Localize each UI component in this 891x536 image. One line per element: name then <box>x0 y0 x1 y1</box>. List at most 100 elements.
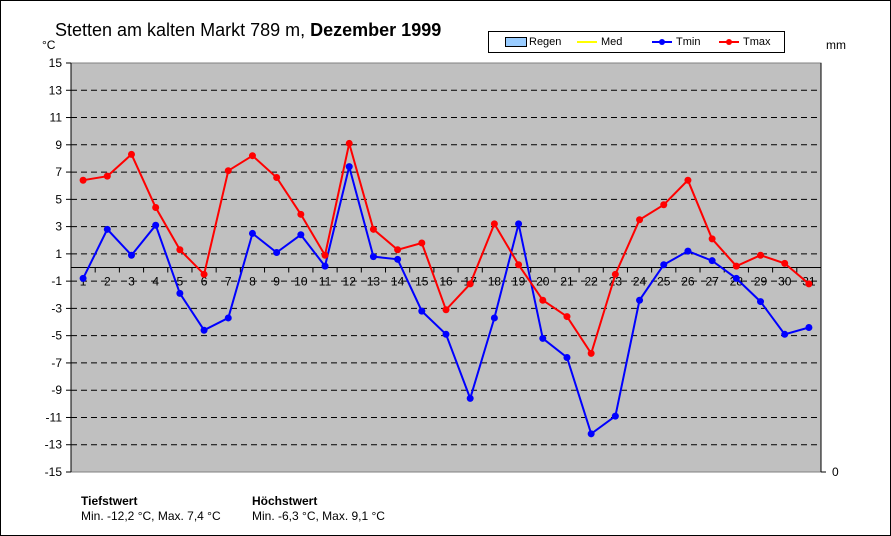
y-tick-label: -13 <box>45 438 63 452</box>
legend-label-tmax: Tmax <box>743 36 771 48</box>
point-tmin <box>539 334 547 342</box>
y2-tick-label: 0 <box>832 465 839 479</box>
point-tmax <box>515 261 523 269</box>
x-tick-label: 29 <box>754 275 768 289</box>
y-tick-label: -9 <box>51 383 62 397</box>
y-tick-label: -3 <box>51 301 62 315</box>
x-tick-label: 6 <box>201 275 208 289</box>
point-tmax <box>660 201 668 209</box>
x-tick-label: 14 <box>391 275 405 289</box>
stats-hoch-text: Min. -6,3 °C, Max. 9,1 °C <box>252 509 385 523</box>
y-tick-label: 11 <box>50 111 63 125</box>
x-tick-label: 5 <box>177 275 184 289</box>
point-tmin <box>394 255 402 263</box>
x-tick-label: 12 <box>343 275 357 289</box>
point-tmax <box>539 296 547 304</box>
legend-item-tmax: Tmax <box>719 35 771 49</box>
x-tick-label: 25 <box>657 275 671 289</box>
y-tick-label: 15 <box>49 56 63 70</box>
y-tick-label: -7 <box>51 356 62 370</box>
point-tmax <box>611 270 619 278</box>
point-tmax <box>297 210 305 218</box>
x-tick-label: 26 <box>681 275 695 289</box>
point-tmin <box>79 274 87 282</box>
point-tmax <box>103 172 111 180</box>
point-tmin <box>757 298 765 306</box>
point-tmin <box>273 249 281 257</box>
legend-label-regen: Regen <box>529 36 562 48</box>
x-tick-label: 18 <box>488 275 502 289</box>
stats-hoch-heading: Höchstwert <box>252 494 318 508</box>
point-tmin <box>127 251 135 259</box>
x-tick-label: 7 <box>225 275 232 289</box>
x-tick-label: 15 <box>415 275 429 289</box>
point-tmax <box>394 246 402 254</box>
point-tmin <box>297 231 305 239</box>
chart-title-station: Stetten am kalten Markt 789 m, <box>55 20 306 40</box>
y-tick-label: -11 <box>46 410 63 424</box>
x-tick-label: 27 <box>705 275 719 289</box>
point-tmax <box>442 306 450 314</box>
x-tick-label: 3 <box>128 275 135 289</box>
y-tick-label: 1 <box>55 247 62 261</box>
point-tmin <box>248 229 256 237</box>
point-tmax <box>781 259 789 267</box>
y-tick-label: 13 <box>49 83 63 97</box>
x-tick-label: 30 <box>778 275 792 289</box>
point-tmin <box>611 412 619 420</box>
point-tmax <box>79 176 87 184</box>
point-tmin <box>224 314 232 322</box>
x-tick-label: 13 <box>367 275 381 289</box>
legend-swatch-regen <box>505 37 527 47</box>
point-tmin <box>490 314 498 322</box>
x-tick-label: 24 <box>633 275 647 289</box>
y-tick-label: -5 <box>51 329 62 343</box>
legend-item-tmin: Tmin <box>652 35 700 49</box>
point-tmax <box>466 280 474 288</box>
point-tmax <box>636 216 644 224</box>
point-tmin <box>345 163 353 171</box>
x-tick-label: 20 <box>536 275 550 289</box>
legend-swatch-tmin <box>652 37 672 47</box>
point-tmax <box>757 251 765 259</box>
point-tmin <box>321 262 329 270</box>
stats-hoechstwert: Höchstwert Min. -6,3 °C, Max. 9,1 °C <box>252 494 385 524</box>
y-tick-label: 5 <box>55 192 62 206</box>
point-tmin <box>636 296 644 304</box>
x-tick-label: 11 <box>319 275 332 289</box>
x-tick-label: 10 <box>294 275 308 289</box>
point-tmin <box>176 289 184 297</box>
x-tick-label: 8 <box>249 275 256 289</box>
point-tmax <box>587 349 595 357</box>
point-tmin <box>805 323 813 331</box>
point-tmax <box>224 167 232 175</box>
point-tmax <box>418 239 426 247</box>
y-tick-label: -1 <box>51 274 62 288</box>
y-tick-label: 9 <box>55 138 62 152</box>
legend-item-regen: Regen <box>505 35 561 49</box>
point-tmin <box>418 307 426 315</box>
point-tmax <box>369 225 377 233</box>
point-tmax <box>273 174 281 182</box>
y-tick-label: 7 <box>55 165 62 179</box>
point-tmin <box>466 394 474 402</box>
point-tmin <box>369 253 377 261</box>
chart-title-period: Dezember 1999 <box>310 20 442 40</box>
point-tmax <box>732 262 740 270</box>
point-tmin <box>200 326 208 334</box>
x-tick-label: 9 <box>273 275 280 289</box>
legend-swatch-med <box>577 37 597 47</box>
point-tmax <box>248 152 256 160</box>
point-tmax <box>805 280 813 288</box>
point-tmax <box>684 176 692 184</box>
point-tmax <box>490 220 498 228</box>
point-tmax <box>176 246 184 254</box>
point-tmin <box>732 274 740 282</box>
point-tmin <box>684 247 692 255</box>
x-tick-label: 22 <box>584 275 598 289</box>
point-tmin <box>152 221 160 229</box>
point-tmax <box>152 204 160 212</box>
point-tmax <box>708 235 716 243</box>
point-tmax <box>563 313 571 321</box>
legend: Regen Med Tmin Tmax <box>488 31 785 53</box>
